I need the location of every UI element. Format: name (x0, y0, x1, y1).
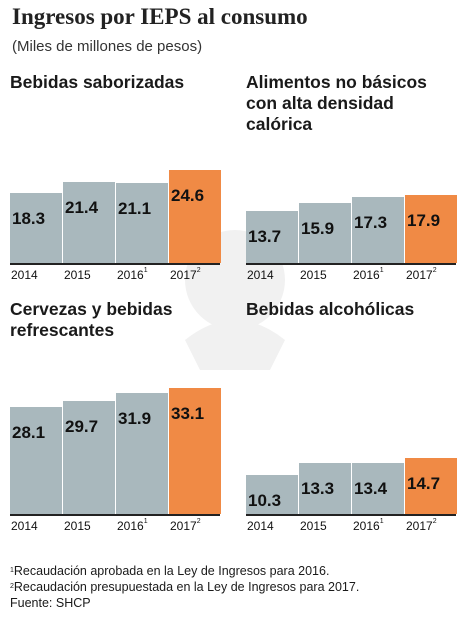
baseline (246, 514, 456, 516)
bar-2015: 21.4 (63, 182, 115, 263)
source-note: Fuente: SHCP (10, 595, 359, 611)
x-tick-label: 2015 (64, 519, 91, 533)
footnote-mark: 2 (432, 267, 437, 274)
chart-panel-bebidas-alcoholicas: Bebidas alcohólicas 10.3 13.3 13.4 14.7 201… (246, 299, 460, 539)
chart-panel-cervezas: Cervezas y bebidas refrescantes 28.1 29.7… (10, 299, 224, 539)
bar-group: 13.7 15.9 17.3 17.9 (246, 72, 460, 263)
x-tick-label: 2015 (300, 519, 327, 533)
bar-value-label: 18.3 (12, 209, 46, 228)
bar-2016: 17.3 (352, 197, 404, 263)
footnotes: 1Recaudación aprobada en la Ley de Ingre… (10, 563, 359, 611)
bar-value-label: 13.3 (301, 479, 335, 498)
footnote-mark: 2 (196, 267, 201, 274)
footnote-text: Recaudación presupuestada en la Ley de I… (13, 580, 360, 594)
bar-value-label: 14.7 (407, 474, 441, 493)
x-tick-label: 2014 (11, 268, 38, 282)
x-tick-label: 20161 (117, 518, 148, 533)
x-tick-label: 20161 (353, 267, 384, 282)
x-tick-label: 20172 (170, 267, 201, 282)
bar-2016: 31.9 (116, 393, 168, 514)
footnote-mark: 2 (432, 518, 437, 525)
footnote-mark: 1 (10, 567, 14, 574)
bar-group: 10.3 13.3 13.4 14.7 (246, 299, 460, 514)
bar-2014: 18.3 (10, 193, 62, 263)
bar-value-label: 33.1 (171, 404, 205, 423)
bar-2017: 24.6 (169, 170, 221, 263)
x-tick-label: 2015 (300, 268, 327, 282)
x-tick-label: 2015 (64, 268, 91, 282)
x-tick-label: 2014 (247, 519, 274, 533)
chart-subtitle: (Miles de millones de pesos) (12, 38, 203, 55)
bar-value-label: 21.1 (118, 199, 152, 218)
bar-value-label: 28.1 (12, 423, 46, 442)
x-tick-label: 20172 (170, 518, 201, 533)
x-tick-label: 20172 (406, 267, 437, 282)
x-tick-label: 20172 (406, 518, 437, 533)
x-tick-label: 20161 (117, 267, 148, 282)
bar-2015: 13.3 (299, 463, 351, 514)
bar-value-label: 17.9 (407, 211, 441, 230)
baseline (10, 514, 220, 516)
footnote-1: 1Recaudación aprobada en la Ley de Ingre… (10, 563, 359, 579)
bar-2015: 15.9 (299, 203, 351, 263)
baseline (246, 263, 456, 265)
chart-panel-alimentos-no-basicos: Alimentos no básicos con alta densidad c… (246, 72, 460, 287)
panel-title: Cervezas y bebidas refrescantes (10, 299, 173, 340)
bar-2017: 14.7 (405, 458, 457, 514)
bar-value-label: 13.7 (248, 227, 282, 246)
bar-2014: 13.7 (246, 211, 298, 263)
bar-2014: 28.1 (10, 407, 62, 514)
panel-title: Bebidas saborizadas (10, 72, 185, 92)
footnote-text: Recaudación aprobada en la Ley de Ingres… (13, 564, 330, 578)
bar-2016: 21.1 (116, 183, 168, 263)
bar-value-label: 15.9 (301, 219, 335, 238)
bar-value-label: 10.3 (248, 491, 282, 510)
bar-value-label: 21.4 (65, 198, 99, 217)
x-tick-label: 2014 (247, 268, 274, 282)
bar-2016: 13.4 (352, 463, 404, 514)
baseline (10, 263, 220, 265)
chart-panel-bebidas-saborizadas: Bebidas saborizadas 18.3 21.4 21.1 24.6 201… (10, 72, 224, 287)
source-text: Fuente: SHCP (10, 596, 91, 610)
bar-value-label: 17.3 (354, 213, 388, 232)
footnote-mark: 2 (196, 518, 201, 525)
bar-2015: 29.7 (63, 401, 115, 514)
footnote-mark: 1 (379, 267, 384, 274)
footnote-mark: 1 (379, 518, 384, 525)
bar-group: 18.3 21.4 21.1 24.6 (10, 72, 224, 263)
x-tick-label: 20161 (353, 518, 384, 533)
bar-value-label: 29.7 (65, 417, 99, 436)
panel-title: Alimentos no básicos con alta densidad c… (246, 72, 427, 134)
footnote-mark: 1 (143, 267, 148, 274)
bar-2014: 10.3 (246, 475, 298, 514)
bar-2017: 17.9 (405, 195, 457, 263)
bar-value-label: 13.4 (354, 479, 388, 498)
footnote-mark: 2 (10, 583, 14, 590)
x-tick-label: 2014 (11, 519, 38, 533)
bar-2017: 33.1 (169, 388, 221, 514)
panel-title: Bebidas alcohólicas (246, 299, 415, 319)
chart-title: Ingresos por IEPS al consumo (12, 4, 308, 29)
footnote-mark: 1 (143, 518, 148, 525)
bar-group: 28.1 29.7 31.9 33.1 (10, 299, 224, 514)
bar-value-label: 24.6 (171, 186, 205, 205)
bar-value-label: 31.9 (118, 409, 152, 428)
footnote-2: 2Recaudación presupuestada en la Ley de … (10, 579, 359, 595)
